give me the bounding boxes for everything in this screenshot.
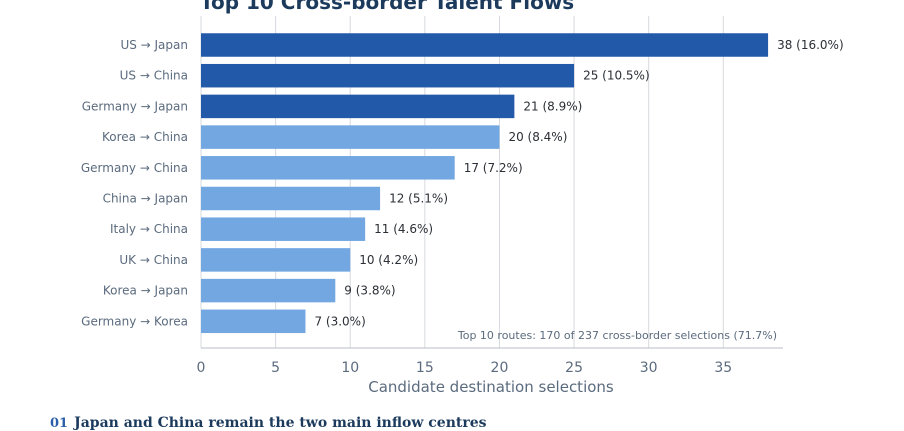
- y-tick-label: Korea → China: [102, 130, 188, 144]
- data-label: 7 (3.0%): [314, 314, 365, 328]
- y-tick-label: China → Japan: [103, 192, 188, 206]
- y-tick-label: Germany → Japan: [82, 99, 188, 113]
- bar: [201, 278, 336, 303]
- y-tick-label: Germany → Korea: [81, 314, 188, 328]
- x-tick-label: 0: [197, 360, 206, 376]
- chart-title: Top 10 Cross-border Talent Flows: [200, 0, 574, 14]
- bars: 38 (16.0%) 25 (10.5%) 21 (8.9%) 20 (8.4%) 17…: [201, 33, 844, 334]
- bar: [201, 63, 575, 88]
- bar: [201, 94, 515, 119]
- y-tick-label: Italy → China: [110, 222, 188, 236]
- bar: [201, 217, 366, 241]
- data-label: 21 (8.9%): [523, 99, 582, 113]
- x-tick-label: 5: [271, 360, 280, 376]
- bar: [201, 156, 455, 180]
- bar: [201, 125, 500, 149]
- data-label: 12 (5.1%): [389, 192, 448, 206]
- y-tick-label: UK → China: [119, 253, 188, 267]
- bar: [201, 33, 769, 57]
- x-tick-label: 25: [565, 360, 583, 376]
- data-label: 20 (8.4%): [508, 130, 567, 144]
- x-tick-label: 10: [341, 360, 359, 376]
- data-label: 25 (10.5%): [583, 69, 650, 83]
- x-tick-label: 30: [640, 360, 658, 376]
- bar: [201, 186, 381, 211]
- y-tick-label: Korea → Japan: [103, 284, 188, 298]
- chart-annotation: Top 10 routes: 170 of 237 cross-border s…: [457, 329, 777, 342]
- x-axis-label: Candidate destination selections: [368, 378, 614, 396]
- y-tick-label: Germany → China: [81, 161, 188, 175]
- y-tick-label: US → China: [120, 69, 188, 83]
- data-label: 17 (7.2%): [464, 161, 523, 175]
- x-tick-label: 35: [714, 360, 732, 376]
- y-tick-label: US → Japan: [120, 38, 188, 52]
- footnote-text: Japan and China remain the two main infl…: [74, 415, 487, 431]
- x-tick-label: 20: [491, 360, 509, 376]
- bar: [201, 248, 351, 272]
- x-tick-labels: 0 5 10 15 20 25 30 35: [197, 360, 733, 376]
- x-tick-label: 15: [416, 360, 434, 376]
- y-tick-labels: US → Japan US → China Germany → Japan Korea…: [81, 38, 188, 328]
- bar: [201, 309, 306, 334]
- data-label: 38 (16.0%): [777, 38, 844, 52]
- data-label: 10 (4.2%): [359, 253, 418, 267]
- data-label: 11 (4.6%): [374, 222, 433, 236]
- footnote-number: 01: [50, 416, 69, 431]
- footnote: 01 Japan and China remain the two main in…: [50, 415, 487, 431]
- data-label: 9 (3.8%): [344, 284, 395, 298]
